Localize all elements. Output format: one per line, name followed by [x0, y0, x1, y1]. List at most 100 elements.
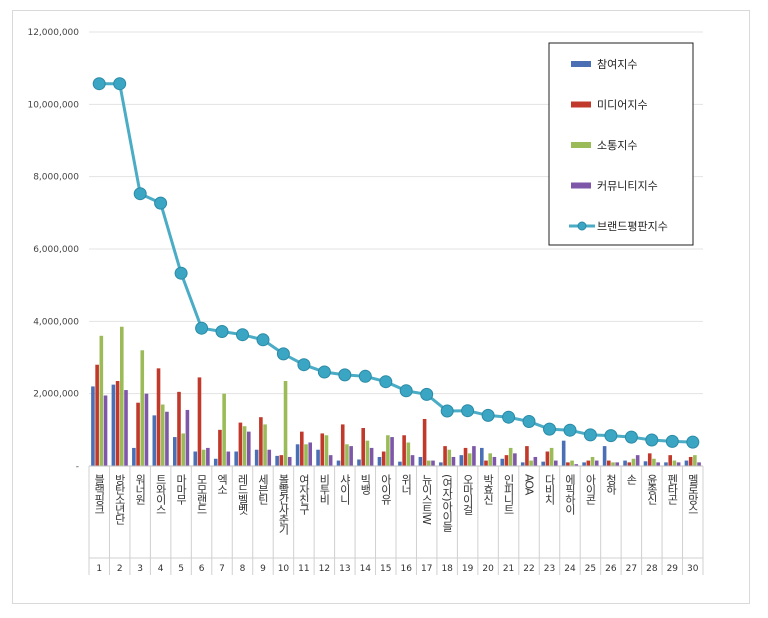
y-axis-ticks: - 2,000,000 4,000,000 6,000,000 8,000,000 10,…	[27, 28, 79, 472]
rank-label: 16	[401, 564, 413, 574]
bar-참여지수	[561, 440, 566, 466]
bar-소통지수	[467, 453, 472, 466]
bar-소통지수	[160, 404, 165, 466]
point-브랜드평판지수	[154, 196, 168, 210]
bar-커뮤니티지수	[226, 451, 231, 466]
bar-커뮤니티지수	[247, 431, 251, 466]
y-tick-label: 6,000,000	[33, 245, 79, 255]
bar-참여지수	[602, 446, 607, 466]
point-브랜드평판지수	[461, 404, 475, 418]
point-브랜드평판지수	[604, 429, 618, 443]
bar-미디어지수	[402, 435, 406, 466]
point-브랜드평판지수	[215, 325, 229, 338]
rank-label: 15	[380, 564, 391, 574]
point-브랜드평판지수	[563, 423, 577, 437]
rank-label: 18	[441, 564, 453, 574]
point-브랜드평판지수	[317, 365, 331, 379]
point-브랜드평판지수	[256, 333, 270, 347]
bar-커뮤니티지수	[349, 446, 353, 466]
bar-참여지수	[173, 437, 177, 466]
category-label: 다비치	[543, 474, 556, 505]
point-브랜드평판지수	[297, 358, 311, 372]
bar-참여지수	[111, 384, 116, 467]
category-label: 여자친구	[297, 474, 310, 515]
bar-참여지수	[316, 449, 320, 466]
y-tick-label: 12,000,000	[27, 28, 79, 38]
bar-미디어지수	[361, 428, 365, 466]
bar-참여지수	[275, 455, 279, 466]
category-label: 펜타곤	[666, 474, 679, 505]
bar-series	[91, 326, 701, 467]
bar-커뮤니티지수	[124, 390, 128, 466]
rank-label: 3	[137, 564, 143, 574]
bar-참여지수	[91, 386, 95, 466]
bar-커뮤니티지수	[431, 460, 435, 466]
rank-label: 22	[523, 564, 534, 574]
bar-미디어지수	[381, 451, 386, 466]
bar-커뮤니티지수	[492, 456, 497, 466]
bar-참여지수	[664, 462, 668, 466]
bar-소통지수	[406, 442, 411, 466]
category-label: 볼빨간사춘기	[277, 474, 290, 535]
bar-커뮤니티지수	[472, 446, 476, 466]
bar-커뮤니티지수	[410, 455, 415, 466]
bar-참여지수	[193, 451, 198, 466]
category-label: 레드벨벳	[236, 474, 249, 515]
bar-소통지수	[345, 444, 349, 466]
bar-참여지수	[684, 460, 689, 466]
bar-미디어지수	[463, 447, 468, 466]
bar-미디어지수	[156, 368, 161, 466]
bar-커뮤니티지수	[594, 460, 599, 466]
bar-커뮤니티지수	[697, 462, 701, 466]
bar-미디어지수	[647, 453, 652, 466]
rank-label: 23	[544, 564, 555, 574]
bar-미디어지수	[95, 364, 99, 466]
bar-미디어지수	[668, 455, 672, 466]
rank-label: 12	[319, 564, 330, 574]
rank-label: 21	[503, 564, 514, 574]
category-label: 아이유	[379, 474, 392, 505]
rank-label: 4	[158, 564, 164, 574]
bar-미디어지수	[525, 446, 529, 466]
rank-label: 6	[199, 564, 205, 574]
point-브랜드평판지수	[195, 321, 209, 335]
legend-swatch	[571, 61, 591, 67]
legend-label: 미디어지수	[597, 99, 648, 112]
bar-소통지수	[181, 433, 185, 466]
bar-미디어지수	[320, 433, 325, 466]
category-label: 세븐틴	[256, 474, 269, 505]
y-tick-label: 2,000,000	[33, 390, 79, 400]
category-label: 모모랜드	[195, 474, 208, 514]
category-label: 위너	[400, 474, 413, 495]
bar-참여지수	[132, 447, 136, 466]
bar-미디어지수	[279, 455, 284, 466]
bar-참여지수	[295, 444, 300, 466]
point-브랜드평판지수	[665, 434, 679, 448]
point-브랜드평판지수	[358, 369, 372, 383]
point-브랜드평판지수	[399, 384, 413, 398]
bar-소통지수	[263, 424, 267, 466]
legend-swatch	[571, 101, 591, 108]
bar-소통지수	[672, 460, 677, 466]
bar-커뮤니티지수	[635, 455, 640, 466]
category-label: 아이콘	[584, 474, 597, 505]
bar-참여지수	[336, 460, 341, 466]
bar-미디어지수	[586, 460, 591, 466]
category-label: 멜로망스	[686, 474, 699, 514]
bar-커뮤니티지수	[287, 456, 292, 466]
bar-참여지수	[480, 447, 484, 466]
bar-미디어지수	[340, 424, 345, 466]
bar-참여지수	[213, 458, 218, 466]
category-label: 손	[625, 474, 638, 485]
point-브랜드평판지수	[276, 347, 290, 361]
category-label: 비투비	[318, 474, 331, 505]
category-label: 트와이스	[154, 474, 167, 514]
line-series	[92, 77, 700, 449]
legend-swatch	[571, 182, 591, 189]
category-label: 샤이니	[338, 474, 351, 505]
y-tick-label: 4,000,000	[33, 317, 79, 327]
category-label: 블랙핑크	[93, 474, 106, 514]
bar-참여지수	[541, 461, 545, 466]
rank-label: 27	[626, 564, 637, 574]
